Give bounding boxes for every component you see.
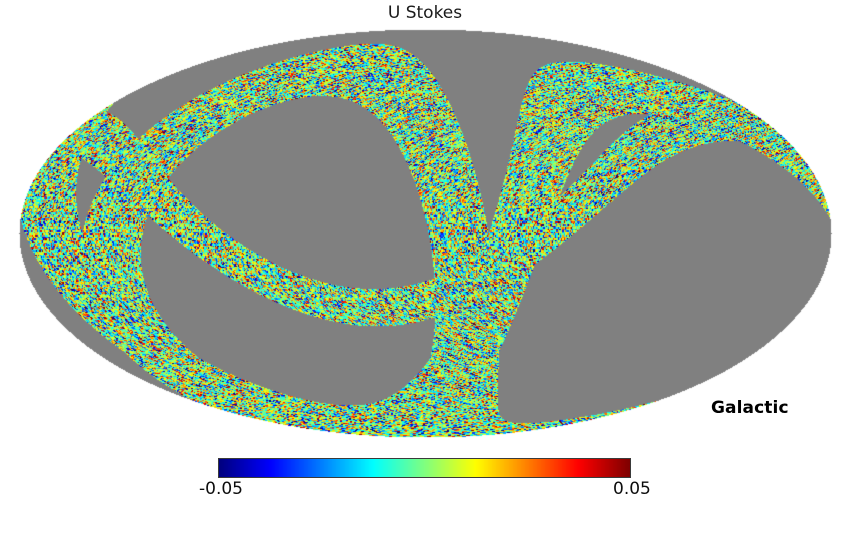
colorbar-min-label: -0.05 (199, 479, 243, 499)
page-title: U Stokes (387, 3, 463, 23)
sky-map-canvas[interactable] (0, 22, 850, 446)
colorbar-scale[interactable] (218, 458, 631, 478)
colorbar-max-label: 0.05 (613, 479, 651, 499)
coordinate-system-label: Galactic (711, 398, 789, 418)
colorbar-gradient (219, 459, 630, 477)
